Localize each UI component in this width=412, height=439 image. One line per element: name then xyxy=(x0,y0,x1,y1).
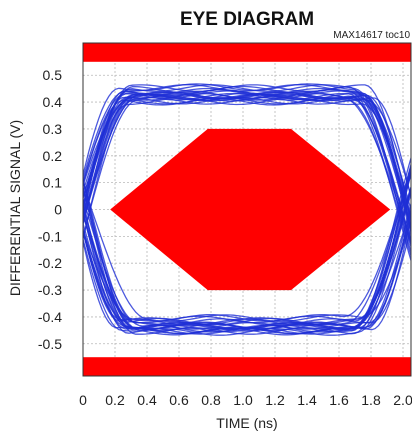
y-tick-label: 0.1 xyxy=(43,175,63,191)
x-tick-label: 0.6 xyxy=(169,392,189,408)
y-tick-label: -0.2 xyxy=(38,255,62,271)
plot-area xyxy=(82,42,412,377)
mask-top-band xyxy=(83,43,411,62)
x-tick-label: 0.2 xyxy=(105,392,125,408)
x-tick-label: 2.0 xyxy=(393,392,412,408)
x-tick-label: 0.4 xyxy=(137,392,157,408)
y-tick-label: 0.5 xyxy=(43,67,63,83)
x-tick-label: 1.4 xyxy=(297,392,317,408)
x-axis-label: TIME (ns) xyxy=(216,415,277,431)
y-tick-label: 0 xyxy=(54,202,62,218)
eye-trace xyxy=(83,96,411,224)
x-tick-label: 1.6 xyxy=(329,392,349,408)
figure-reference: MAX14617 toc10 xyxy=(333,30,410,41)
eye-trace xyxy=(83,179,411,322)
eye-trace xyxy=(83,91,411,244)
y-axis-ticks: 0.5 0.4 0.3 0.2 0.1 0 -0.1 -0.2 -0.3 -0.4 -0.5 xyxy=(38,67,62,352)
x-tick-label: 0.8 xyxy=(201,392,221,408)
x-tick-label: 1.0 xyxy=(233,392,253,408)
y-axis-label: DIFFERENTIAL SIGNAL (V) xyxy=(7,120,23,296)
eye-trace xyxy=(83,93,411,247)
y-tick-label: -0.4 xyxy=(38,309,62,325)
eye-trace xyxy=(83,84,411,249)
eye-trace xyxy=(83,162,411,330)
x-axis-ticks: 0 0.2 0.4 0.6 0.8 1.0 1.2 1.4 1.6 1.8 2.0 xyxy=(79,392,412,408)
chart-title: EYE DIAGRAM xyxy=(180,9,314,30)
eye-trace xyxy=(83,178,411,324)
x-tick-label: 1.2 xyxy=(265,392,285,408)
y-tick-label: -0.5 xyxy=(38,336,62,352)
eye-traces xyxy=(83,83,411,336)
x-tick-label: 0 xyxy=(79,392,87,408)
x-tick-label: 1.8 xyxy=(361,392,381,408)
eye-trace xyxy=(83,155,411,332)
eye-trace xyxy=(83,97,411,230)
y-tick-label: 0.3 xyxy=(43,121,63,137)
plot-contents xyxy=(83,43,411,376)
eye-trace xyxy=(83,97,411,259)
y-tick-label: 0.2 xyxy=(43,148,63,164)
plot-border xyxy=(82,42,412,377)
eye-trace xyxy=(83,84,411,230)
y-tick-label: -0.1 xyxy=(38,228,62,244)
y-tick-label: -0.3 xyxy=(38,282,62,298)
mask-bottom-band xyxy=(83,357,411,376)
y-tick-label: 0.4 xyxy=(43,94,63,110)
eye-trace xyxy=(83,188,411,336)
mask-center-polygon xyxy=(110,128,391,291)
eye-trace xyxy=(83,187,411,335)
